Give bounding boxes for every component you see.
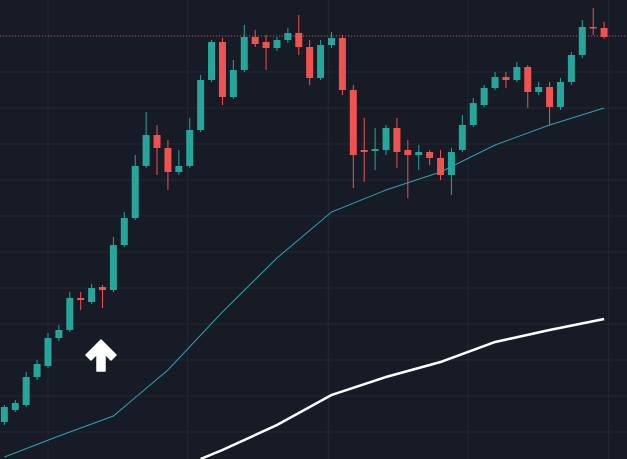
candle-body bbox=[458, 125, 466, 150]
candle-body bbox=[382, 128, 390, 150]
candle-body bbox=[578, 27, 586, 55]
candle-body bbox=[567, 55, 575, 82]
candle-body bbox=[295, 33, 303, 47]
candle-body bbox=[360, 150, 368, 152]
candle-body bbox=[240, 37, 248, 70]
candle-body bbox=[306, 47, 314, 78]
candle-body bbox=[262, 42, 270, 48]
candle-body bbox=[447, 152, 455, 175]
candle-body bbox=[22, 377, 30, 405]
ma-line bbox=[4, 107, 605, 458]
candle-body bbox=[349, 90, 357, 155]
candle-body bbox=[480, 88, 488, 105]
candle-body bbox=[44, 338, 52, 366]
candle-body bbox=[317, 45, 325, 78]
candle-body bbox=[208, 42, 216, 80]
candle-body bbox=[393, 128, 401, 152]
candle-body bbox=[284, 33, 292, 40]
candle-body bbox=[535, 87, 543, 92]
candle-body bbox=[33, 364, 41, 377]
candle-body bbox=[327, 38, 335, 45]
candle-body bbox=[502, 77, 510, 80]
candle-body bbox=[251, 37, 259, 44]
candle-body bbox=[99, 287, 107, 290]
candles bbox=[0, 8, 608, 425]
candle-body bbox=[186, 130, 194, 166]
candle-body bbox=[426, 152, 434, 158]
moving-averages bbox=[4, 107, 605, 459]
candle-body bbox=[437, 158, 445, 175]
candle-body bbox=[513, 67, 521, 80]
arrow-icon bbox=[85, 339, 117, 372]
candle-body bbox=[142, 135, 150, 166]
candle-body bbox=[66, 298, 74, 330]
candle-body bbox=[229, 70, 237, 97]
candle-body bbox=[88, 288, 96, 302]
candle-body bbox=[556, 82, 564, 107]
candle-body bbox=[109, 245, 117, 290]
candle-body bbox=[120, 218, 128, 245]
candle-body bbox=[197, 80, 205, 130]
candle-body bbox=[55, 330, 63, 338]
candle-body bbox=[546, 87, 554, 107]
candle-body bbox=[164, 148, 172, 172]
candle-body bbox=[11, 403, 19, 410]
candle-body bbox=[491, 77, 499, 88]
candle-body bbox=[338, 38, 346, 90]
candle-body bbox=[0, 407, 8, 422]
candle-body bbox=[273, 40, 281, 48]
candle-body bbox=[218, 42, 226, 97]
candle-body bbox=[589, 27, 597, 29]
candle-body bbox=[404, 150, 412, 155]
candle-body bbox=[415, 152, 423, 155]
candle-body bbox=[77, 298, 85, 300]
candle-body bbox=[153, 135, 161, 148]
candle-body bbox=[524, 67, 532, 92]
candle-body bbox=[371, 149, 379, 151]
ma-line bbox=[200, 317, 605, 459]
candle-body bbox=[600, 28, 608, 37]
candle-body bbox=[175, 166, 183, 172]
candle-body bbox=[131, 166, 139, 218]
candle-body bbox=[469, 103, 477, 125]
